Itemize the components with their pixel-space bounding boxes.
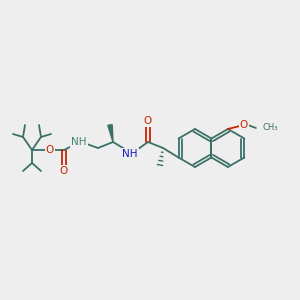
Text: O: O (144, 116, 152, 126)
Polygon shape (108, 124, 113, 142)
Text: NH: NH (71, 137, 87, 147)
Text: NH: NH (122, 149, 138, 159)
Text: CH₃: CH₃ (263, 124, 278, 133)
Text: O: O (240, 120, 248, 130)
Text: O: O (46, 145, 54, 155)
Text: O: O (60, 166, 68, 176)
